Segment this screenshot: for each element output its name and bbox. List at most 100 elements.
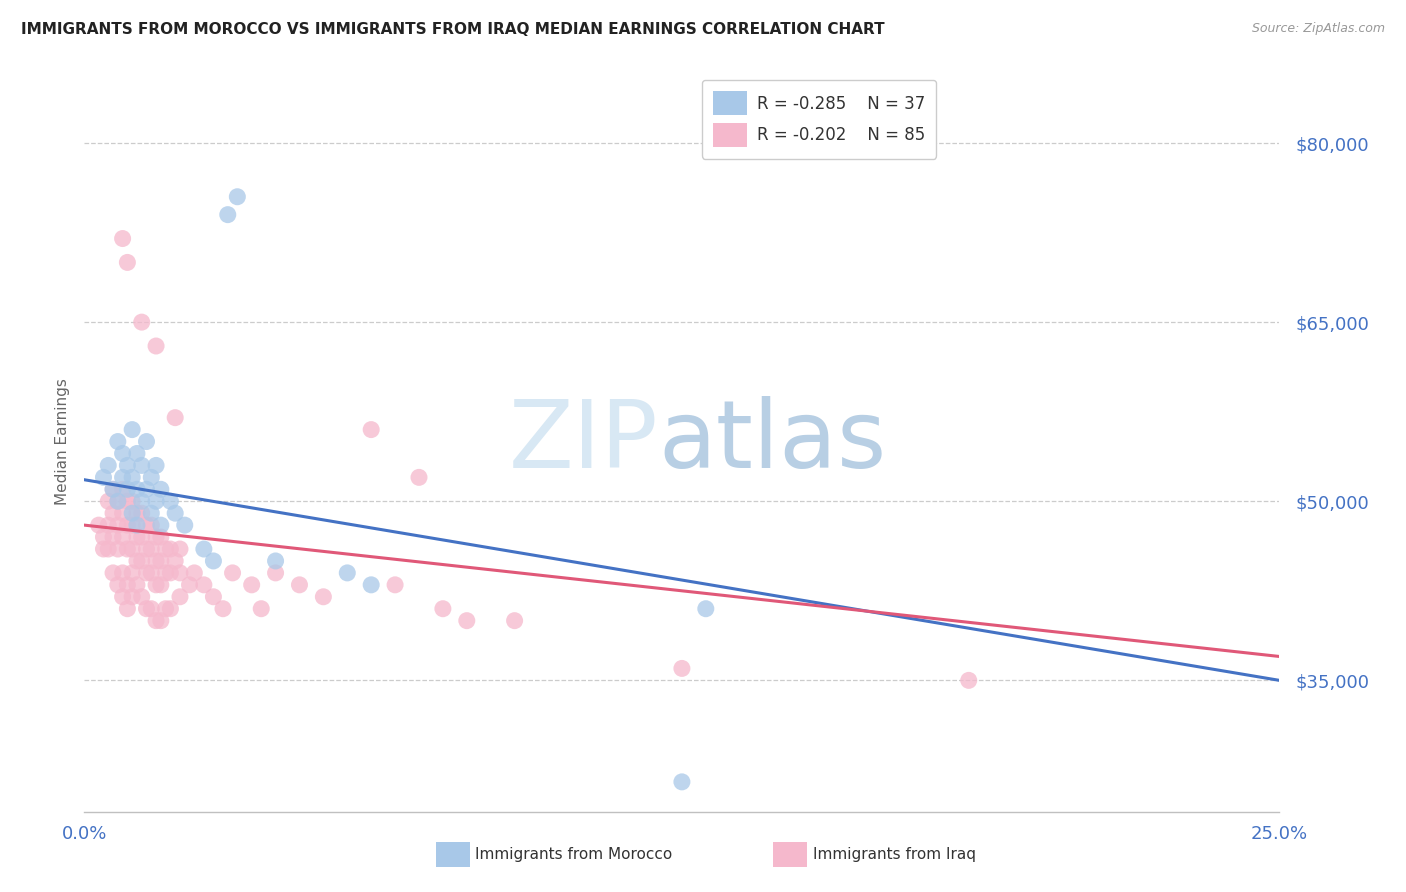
Point [312,590,335,604]
Point [131,554,153,568]
Point [107,434,129,449]
Point [165,506,187,520]
Point [121,423,143,437]
Point [101,506,124,520]
Point [97,518,120,533]
Point [957,673,980,688]
Point [131,494,153,508]
Text: Immigrants from Iraq: Immigrants from Iraq [813,847,976,862]
Point [159,541,181,556]
Point [141,470,163,484]
Point [155,541,177,556]
Point [173,518,195,533]
Point [155,566,177,580]
Point [131,458,153,473]
Point [131,530,153,544]
Point [250,601,273,615]
Point [121,470,143,484]
Point [384,578,406,592]
Point [117,518,139,533]
Point [125,578,148,592]
Point [121,566,143,580]
Point [360,578,382,592]
Point [456,614,478,628]
Point [131,590,153,604]
Point [141,506,163,520]
Point [264,566,287,580]
Point [145,530,167,544]
Point [111,470,134,484]
Point [165,554,187,568]
Text: Source: ZipAtlas.com: Source: ZipAtlas.com [1251,22,1385,36]
Point [159,494,181,508]
Point [117,541,139,556]
Point [101,566,124,580]
Point [212,601,235,615]
Point [117,578,139,592]
Text: ZIP: ZIP [509,395,658,488]
Point [93,530,115,544]
Point [145,578,167,592]
Point [107,494,129,508]
Point [671,661,693,675]
Point [121,541,143,556]
Point [121,590,143,604]
Point [149,518,172,533]
Point [111,590,134,604]
Point [117,483,139,497]
Point [226,190,249,204]
Point [159,566,181,580]
Text: Immigrants from Morocco: Immigrants from Morocco [475,847,672,862]
Point [145,614,167,628]
Point [135,518,157,533]
Point [101,530,124,544]
Point [432,601,454,615]
Point [87,518,110,533]
Text: atlas: atlas [658,395,886,488]
Point [125,446,148,460]
Point [149,578,172,592]
Point [145,494,167,508]
Point [101,483,124,497]
Point [221,566,243,580]
Point [217,208,239,222]
Point [125,483,148,497]
Point [125,518,148,533]
Point [111,506,134,520]
Point [202,590,225,604]
Point [202,554,225,568]
Point [141,541,163,556]
Point [117,255,139,269]
Point [111,566,134,580]
Point [503,614,526,628]
Point [360,423,382,437]
Point [111,483,134,497]
Point [101,483,124,497]
Point [125,530,148,544]
Point [117,601,139,615]
Point [165,410,187,425]
Y-axis label: Median Earnings: Median Earnings [55,378,70,505]
Point [179,578,201,592]
Point [671,775,693,789]
Point [149,530,172,544]
Point [145,458,167,473]
Text: IMMIGRANTS FROM MOROCCO VS IMMIGRANTS FROM IRAQ MEDIAN EARNINGS CORRELATION CHAR: IMMIGRANTS FROM MOROCCO VS IMMIGRANTS FR… [21,22,884,37]
Point [131,506,153,520]
Point [121,506,143,520]
Point [135,601,157,615]
Point [193,578,215,592]
Point [141,566,163,580]
Point [149,483,172,497]
Point [145,339,167,353]
Point [107,494,129,508]
Point [111,530,134,544]
Point [264,554,287,568]
Point [695,601,717,615]
Point [125,506,148,520]
Point [193,541,215,556]
Point [169,590,191,604]
Point [145,554,167,568]
Point [97,458,120,473]
Point [121,518,143,533]
